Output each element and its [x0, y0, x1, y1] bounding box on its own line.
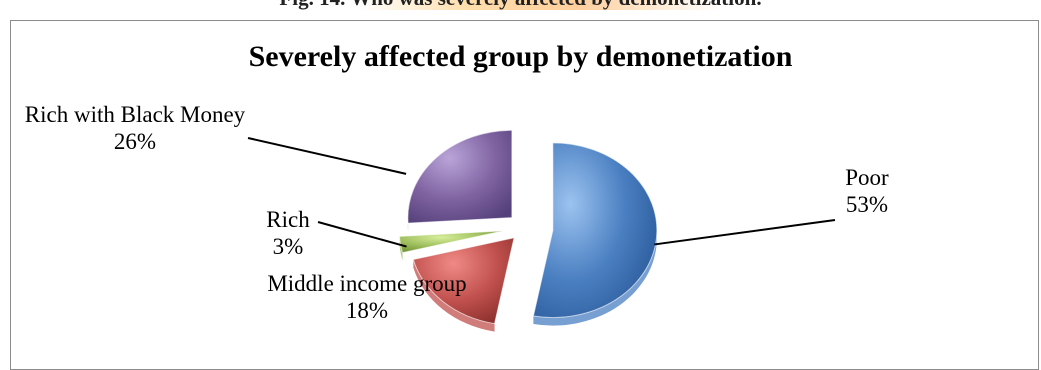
slice-label-middle: Middle income group 18%	[267, 271, 467, 323]
pie-chart	[247, 129, 836, 332]
slice-middle-income-side	[413, 259, 495, 332]
slice-rich-black-money	[407, 129, 513, 224]
watermark	[360, 0, 720, 10]
chart-title: Severely affected group by demonetizatio…	[248, 40, 793, 73]
slice-poor	[532, 142, 658, 319]
chart-frame	[10, 20, 1039, 370]
leader-line-black-money	[247, 137, 407, 175]
slice-label-poor: Poor 53%	[845, 165, 889, 217]
slice-label-rich: Rich 3%	[266, 207, 310, 259]
slice-label-black-money: Rich with Black Money 26%	[24, 102, 246, 154]
figure-caption: Fig. 14. Who was severely affected by de…	[0, 0, 1041, 11]
leader-line-poor	[654, 219, 836, 246]
slice-middle-income	[412, 237, 515, 325]
leader-line-rich	[317, 221, 407, 248]
